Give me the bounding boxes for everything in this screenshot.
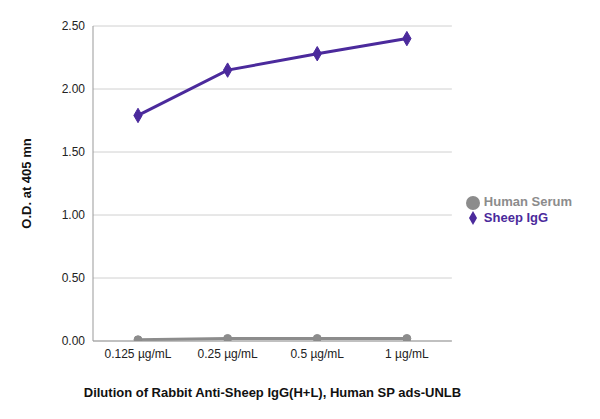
svg-text:0.5 µg/mL: 0.5 µg/mL <box>290 347 344 361</box>
svg-text:2.00: 2.00 <box>62 82 86 96</box>
svg-text:Dilution of Rabbit Anti-Sheep: Dilution of Rabbit Anti-Sheep IgG(H+L), … <box>84 385 461 400</box>
html-text:Sheep IgG: Sheep IgG <box>483 209 549 225</box>
svg-text:2.50: 2.50 <box>62 19 86 33</box>
svg-text:O.D. at 405 mn: O.D. at 405 mn <box>19 138 34 228</box>
svg-text:0.00: 0.00 <box>62 334 86 348</box>
svg-text:0.125 µg/mL: 0.125 µg/mL <box>105 347 172 361</box>
svg-text:0.50: 0.50 <box>62 271 86 285</box>
svg-text:1.00: 1.00 <box>62 208 86 222</box>
svg-text:1.50: 1.50 <box>62 145 86 159</box>
svg-text:0.25 µg/mL: 0.25 µg/mL <box>197 347 258 361</box>
svg-text:1 µg/mL: 1 µg/mL <box>385 347 429 361</box>
html-text:Human Serum: Human Serum <box>483 193 572 209</box>
